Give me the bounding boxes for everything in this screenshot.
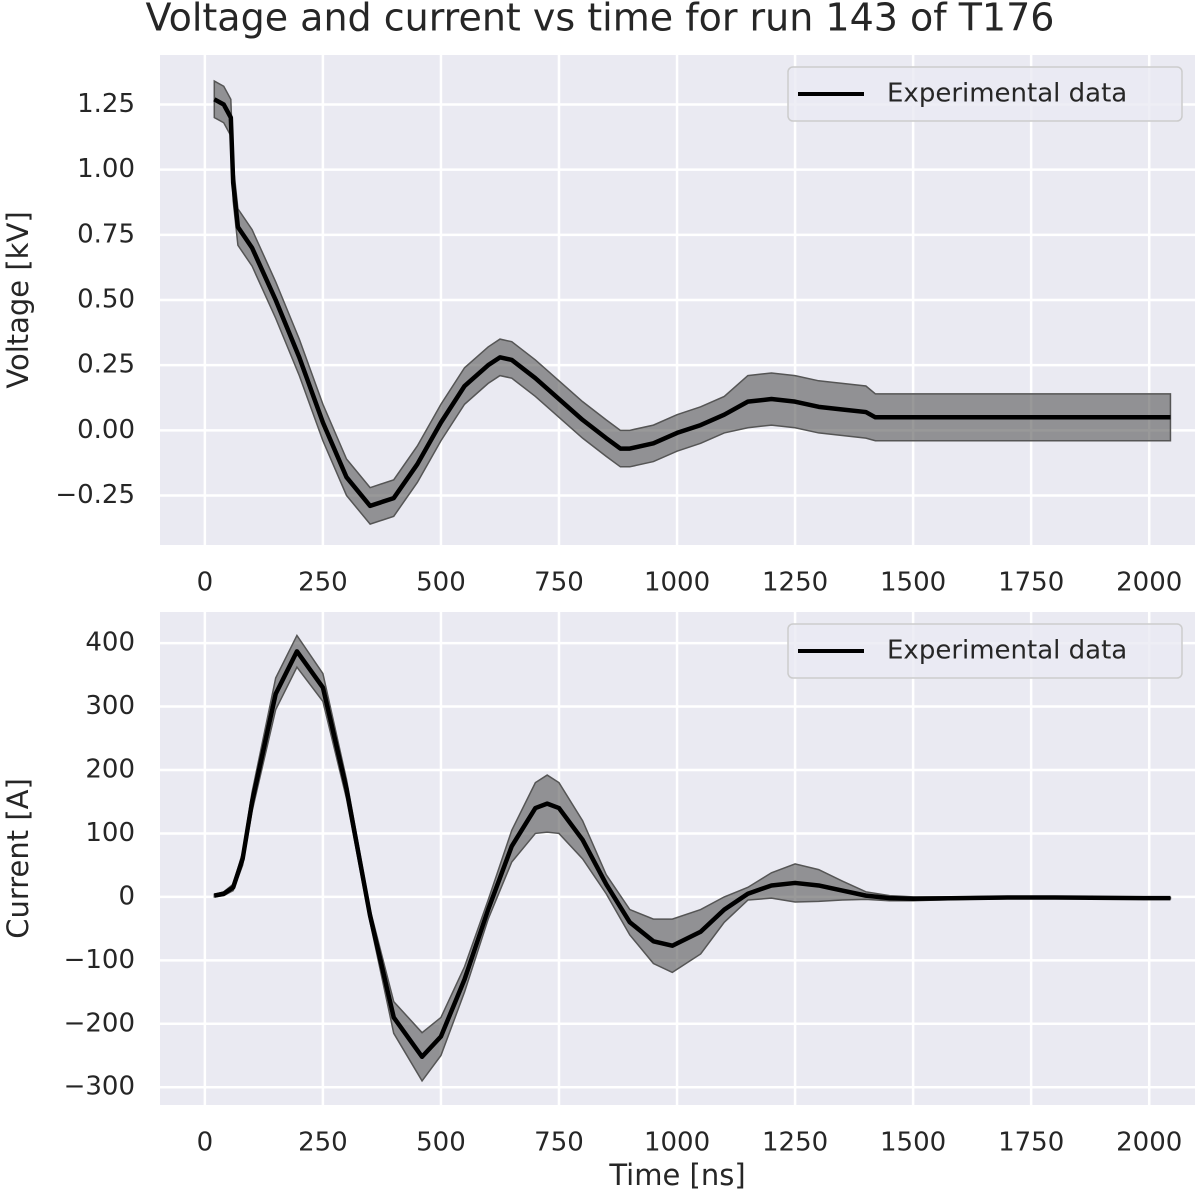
x-tick-label: 0 [197,568,214,598]
y-tick-label: 0.75 [77,219,135,249]
x-tick-label: 1250 [762,568,828,598]
x-tick-label: 2000 [1116,568,1182,598]
y-tick-label: −300 [64,1072,135,1102]
x-tick-label: 1000 [644,568,710,598]
x-tick-label: 500 [416,568,466,598]
y-tick-label: −100 [64,945,135,975]
x-tick-label: 250 [298,568,348,598]
y-tick-label: 200 [85,754,135,784]
x-tick-label: 0 [197,1128,214,1158]
x-tick-label: 500 [416,1128,466,1158]
error-band [213,79,1172,526]
x-tick-label: 1750 [998,568,1064,598]
y-tick-label: 400 [85,628,135,658]
y-tick-label: −200 [64,1008,135,1038]
x-tick-label: 2000 [1116,1128,1182,1158]
y-tick-label: 0.50 [77,285,135,315]
legend-box [787,623,1183,679]
y-tick-label: 100 [85,818,135,848]
x-tick-label: 1250 [762,1128,828,1158]
legend-label: Experimental data [887,79,1127,109]
y-tick-label: 0.00 [77,415,135,445]
x-tick-label: 750 [534,1128,584,1158]
y-tick-label: 1.00 [77,154,135,184]
x-tick-label: 1750 [998,1128,1064,1158]
x-tick-label: 1500 [880,1128,946,1158]
legend-box [787,66,1183,122]
y-tick-label: 1.25 [77,89,135,119]
y-axis-label: Current [A] [1,778,35,939]
x-tick-label: 1000 [644,1128,710,1158]
legend-label: Experimental data [887,636,1127,666]
error-band [213,633,1172,1083]
data-line [213,97,1171,509]
y-axis-label: Voltage [kV] [1,211,35,388]
x-tick-label: 250 [298,1128,348,1158]
y-tick-label: 300 [85,691,135,721]
x-tick-label: 1500 [880,568,946,598]
y-tick-label: −0.25 [55,480,135,510]
x-tick-label: 750 [534,568,584,598]
x-axis-label: Time [ns] [608,1158,745,1192]
data-line [213,649,1171,1060]
chart-title: Voltage and current vs time for run 143 … [146,0,1055,40]
y-tick-label: 0 [118,881,135,911]
y-tick-label: 0.25 [77,350,135,380]
